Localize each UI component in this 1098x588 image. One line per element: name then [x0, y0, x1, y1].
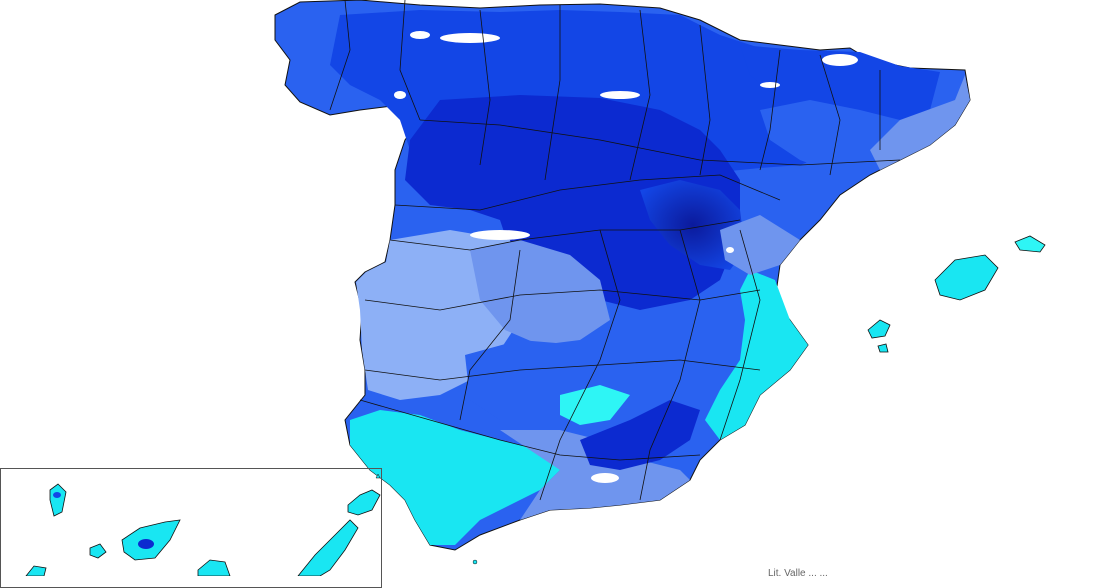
- catalonia-coast-zone: [870, 75, 970, 170]
- ibiza-island: [867, 319, 891, 339]
- pyrenees-zone: [740, 45, 940, 140]
- gran-canaria-island: [197, 559, 231, 576]
- fuerteventura-island: [297, 519, 359, 576]
- mallorca-island: [934, 254, 999, 301]
- south-coast-cyan-zone: [560, 385, 630, 425]
- canary-inset-frame: [0, 468, 382, 588]
- hierro-island: [25, 565, 47, 576]
- menorca-island: [1014, 235, 1046, 253]
- map-credit: Lit. Valle ... ...: [768, 568, 828, 579]
- province-borders: [329, 0, 901, 501]
- tenerife-island: [121, 519, 181, 561]
- andalusia-cyan-zone: [350, 410, 560, 545]
- la-palma-island: [49, 483, 67, 517]
- levante-cyan-zone: [705, 270, 808, 440]
- gomera-island: [89, 543, 107, 559]
- betic-mountains-dark: [580, 400, 700, 470]
- central-west-light-zone: [470, 240, 610, 345]
- snow-patches: [394, 31, 858, 483]
- spain-climate-map: [25, 0, 1046, 576]
- meseta-dark-zone: [405, 95, 740, 310]
- iberian-mountains-darkest: [640, 180, 745, 270]
- formentera-island: [877, 343, 889, 353]
- canary-islands-inset: [25, 473, 381, 576]
- lanzarote-island: [347, 489, 381, 516]
